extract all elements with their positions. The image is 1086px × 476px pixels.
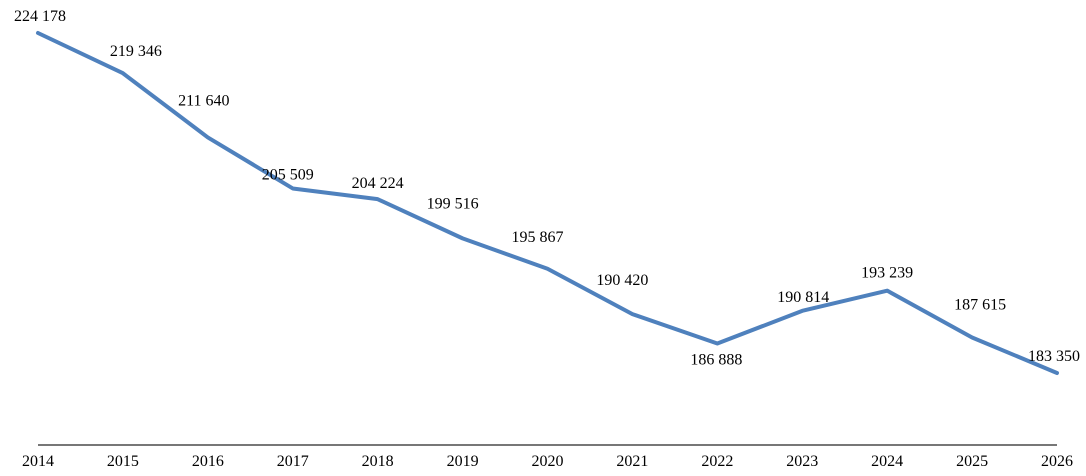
data-label: 190 814 [777, 289, 829, 306]
data-label: 204 224 [352, 175, 404, 192]
x-axis-label: 2025 [956, 453, 988, 470]
data-label: 186 888 [690, 352, 742, 369]
x-axis-label: 2020 [532, 453, 564, 470]
x-axis-label: 2019 [447, 453, 479, 470]
data-label: 187 615 [954, 296, 1006, 313]
x-axis-label: 2015 [107, 453, 139, 470]
x-axis-label: 2017 [277, 453, 309, 470]
x-axis-label: 2022 [701, 453, 733, 470]
data-label: 211 640 [178, 92, 229, 109]
x-axis-label: 2023 [786, 453, 818, 470]
data-label: 219 346 [110, 43, 162, 60]
x-axis-label: 2014 [22, 453, 54, 470]
data-label: 205 509 [262, 166, 314, 183]
data-label: 190 420 [596, 272, 648, 289]
data-label: 193 239 [861, 265, 913, 282]
data-label: 199 516 [427, 195, 479, 212]
series-line [36, 31, 1059, 375]
data-label: 195 867 [512, 229, 564, 246]
x-axis-label: 2016 [192, 453, 224, 470]
x-axis-label: 2018 [362, 453, 394, 470]
data-label: 183 350 [1028, 348, 1080, 365]
x-axis-label: 2024 [871, 453, 903, 470]
data-label: 224 178 [14, 8, 66, 25]
x-axis-label: 2026 [1041, 453, 1073, 470]
x-axis-label: 2021 [616, 453, 648, 470]
